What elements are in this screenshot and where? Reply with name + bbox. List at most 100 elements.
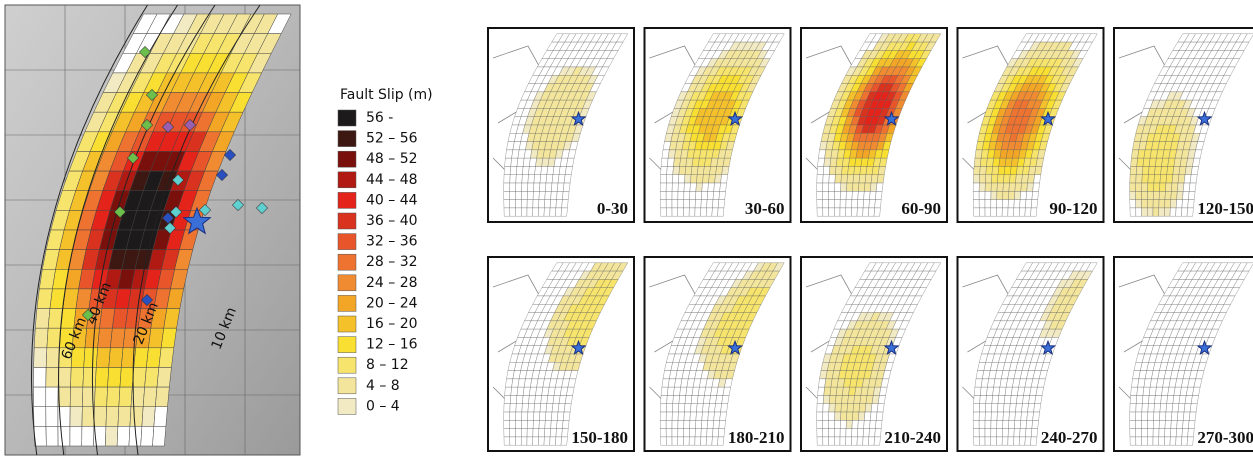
- fault-cell: [546, 404, 553, 412]
- panel-label: 240-270: [1041, 428, 1098, 447]
- fault-cell: [852, 183, 859, 191]
- fault-cell: [870, 412, 877, 420]
- fault-cell: [718, 429, 725, 437]
- fault-cell: [702, 175, 709, 183]
- fault-cell: [562, 420, 569, 428]
- legend-label: 36 – 40: [366, 213, 418, 229]
- fault-cell: [823, 404, 829, 412]
- fault-cell: [979, 412, 985, 420]
- fault-cell: [34, 426, 46, 446]
- fault-cell: [539, 412, 546, 420]
- fault-cell: [533, 412, 540, 420]
- fault-cell: [1142, 412, 1148, 420]
- fault-cell: [1176, 437, 1182, 445]
- fault-cell: [521, 420, 527, 428]
- fault-cell: [876, 183, 883, 191]
- fault-cell: [1136, 166, 1143, 174]
- fault-cell: [1178, 404, 1185, 412]
- fault-cell: [540, 175, 547, 183]
- fault-cell: [550, 208, 556, 216]
- fault-cell: [979, 208, 985, 216]
- legend-label: 52 – 56: [366, 131, 418, 147]
- fault-cell: [678, 175, 685, 183]
- fault-cell: [1147, 429, 1153, 437]
- fault-cell: [834, 437, 840, 445]
- fault-cell: [1019, 437, 1025, 445]
- fault-cell: [974, 158, 981, 166]
- fault-cell: [874, 437, 880, 445]
- fault-cell: [823, 191, 829, 199]
- fault-cell: [545, 191, 551, 199]
- fault-cell: [721, 404, 728, 412]
- fault-cell: [865, 175, 872, 183]
- fault-cell: [986, 387, 993, 395]
- fault-cell: [1183, 412, 1190, 420]
- fault-cell: [851, 208, 857, 216]
- fault-cell: [510, 437, 516, 445]
- fault-cell: [857, 437, 863, 445]
- fault-cell: [840, 420, 846, 428]
- fault-cell: [979, 404, 985, 412]
- fault-cell: [853, 175, 860, 183]
- fault-cell: [835, 183, 841, 191]
- fault-cell: [986, 166, 993, 174]
- fault-cell: [504, 404, 510, 412]
- fault-cell: [858, 183, 865, 191]
- fault-cell: [684, 191, 690, 199]
- fault-cell: [684, 200, 690, 208]
- fault-cell: [1130, 183, 1136, 191]
- panel-label: 120-150: [1197, 199, 1253, 218]
- fault-cell: [1027, 183, 1034, 191]
- fault-cell: [678, 208, 684, 216]
- fault-cell: [1184, 404, 1191, 412]
- fault-cell: [998, 166, 1005, 174]
- fault-cell: [876, 412, 883, 420]
- fault-cell: [817, 412, 823, 420]
- fault-cell: [997, 191, 1003, 199]
- fault-cell: [666, 420, 672, 428]
- fault-cell: [712, 429, 718, 437]
- fault-cell: [1147, 437, 1153, 445]
- fault-cell: [857, 208, 863, 216]
- fault-cell: [541, 166, 548, 174]
- fault-cell: [1020, 429, 1026, 437]
- fault-cell: [997, 200, 1003, 208]
- fault-cell: [1136, 420, 1142, 428]
- fault-cell: [1153, 420, 1159, 428]
- legend-label: 56 -: [366, 110, 393, 126]
- fault-cell: [1141, 429, 1147, 437]
- legend-label: 48 – 52: [366, 151, 418, 167]
- fault-cell: [555, 437, 561, 445]
- fault-cell: [720, 183, 727, 191]
- fault-cell: [1025, 200, 1031, 208]
- fault-cell: [1165, 191, 1171, 199]
- fault-cell: [840, 437, 846, 445]
- fault-cell: [1015, 183, 1022, 191]
- fault-cell: [1159, 200, 1165, 208]
- fault-cell: [539, 183, 546, 191]
- fault-cell: [117, 426, 130, 446]
- fault-cell: [1142, 395, 1149, 403]
- fault-cell: [680, 158, 687, 166]
- fault-cell: [552, 404, 559, 412]
- fault-cell: [840, 208, 846, 216]
- fault-cell: [58, 367, 71, 387]
- fault-cell: [34, 328, 48, 348]
- fault-cell: [1148, 166, 1155, 174]
- fault-cell: [877, 175, 884, 183]
- fault-cell: [695, 437, 701, 445]
- fault-cell: [1002, 208, 1008, 216]
- fault-cell: [695, 208, 701, 216]
- fault-cell: [974, 166, 981, 174]
- fault-cell: [1026, 420, 1033, 428]
- fault-cell: [515, 429, 521, 437]
- fault-cell: [527, 429, 533, 437]
- fault-cell: [1143, 158, 1150, 166]
- fault-cell: [1184, 175, 1191, 183]
- fault-cell: [841, 395, 848, 403]
- fault-cell: [565, 395, 572, 403]
- fault-cell: [973, 183, 979, 191]
- fault-cell: [1003, 175, 1010, 183]
- fault-cell: [678, 404, 685, 412]
- fault-cell: [1159, 412, 1166, 420]
